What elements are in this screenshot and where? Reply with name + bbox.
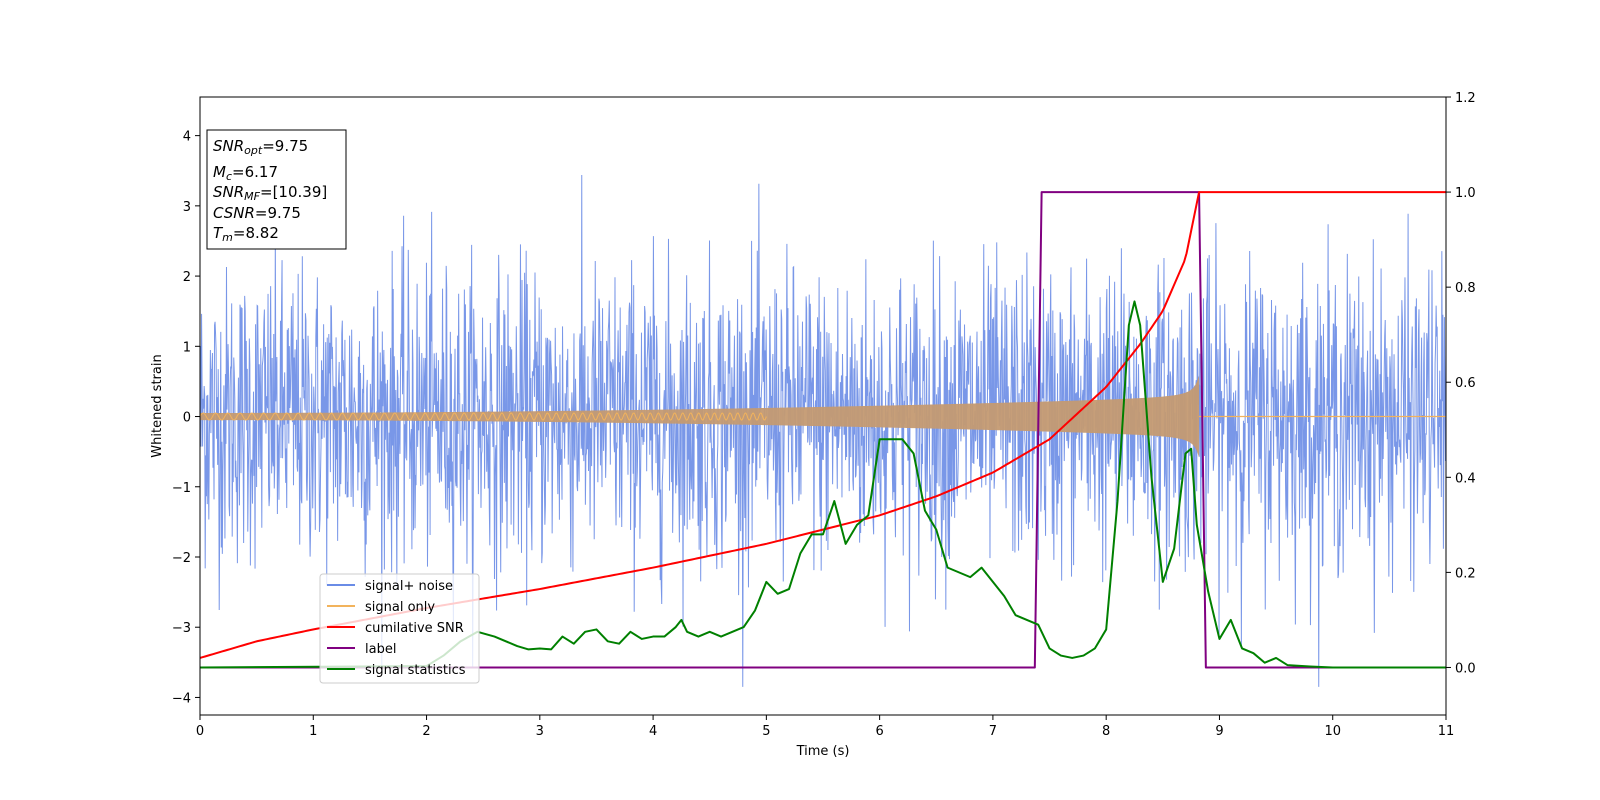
legend: signal+ noise signal only cumilative SNR… — [319, 573, 480, 684]
y2-tick-label: 0.6 — [1455, 376, 1476, 391]
x-tick-label: 9 — [1215, 724, 1223, 739]
y2-tick-label: 0.8 — [1455, 281, 1476, 296]
legend-frame — [319, 573, 480, 684]
label-line — [200, 191, 1446, 669]
x-tick-label: 5 — [762, 724, 770, 739]
info-box-frame — [206, 129, 347, 250]
info-csnr: CSNR=9.75 — [213, 204, 301, 222]
legend-label-cumulative-snr: cumilative SNR — [365, 621, 464, 636]
legend-label-signal-statistics: signal statistics — [365, 663, 466, 678]
x-tick-label: 3 — [536, 724, 544, 739]
y-tick-label: −2 — [172, 551, 191, 566]
y-tick-label: 1 — [183, 340, 191, 355]
x-tick-label: 8 — [1102, 724, 1110, 739]
y2-tick-label: 1.0 — [1455, 186, 1476, 201]
y-axis-label: Whitened strain — [150, 354, 165, 457]
x-tick-label: 0 — [196, 724, 204, 739]
signal-statistics-series — [200, 300, 1446, 669]
x-tick-label: 2 — [422, 724, 430, 739]
plot-frame — [199, 96, 1447, 716]
y-tick-label: −1 — [172, 481, 191, 496]
x-tick-label: 4 — [649, 724, 657, 739]
y-tick-label: −3 — [172, 621, 191, 636]
signal-statistics-line — [200, 300, 1446, 669]
info-mc: Mc=6.17 — [213, 163, 278, 183]
plot-area — [200, 175, 1446, 687]
info-box: SNRopt=9.75 Mc=6.17 SNRMF=[10.39] CSNR=9… — [206, 129, 347, 250]
y2-tick-label: 1.2 — [1455, 91, 1476, 106]
y-tick-label: −4 — [172, 691, 191, 706]
y2-tick-label: 0.0 — [1455, 661, 1476, 676]
signal-only-envelope — [200, 375, 1200, 458]
x-tick-label: 6 — [875, 724, 883, 739]
info-snr-opt: SNRopt=9.75 — [213, 137, 308, 157]
y2-tick-label: 0.4 — [1455, 471, 1476, 486]
x-tick-label: 1 — [309, 724, 317, 739]
legend-label-label: label — [365, 642, 396, 657]
legend-label-signal-noise: signal+ noise — [365, 579, 453, 594]
signal-only-series — [200, 375, 1446, 458]
info-snr-mf: SNRMF=[10.39] — [213, 183, 327, 203]
y-tick-label: 2 — [183, 270, 191, 285]
y-tick-label: 4 — [183, 130, 191, 145]
signal-only-line — [200, 412, 767, 421]
x-tick-label: 10 — [1324, 724, 1341, 739]
y-axis-ticks: 4 3 2 1 0 −1 −2 −3 −4 — [172, 130, 200, 706]
y-tick-label: 3 — [183, 200, 191, 215]
label-series — [200, 191, 1446, 669]
x-tick-label: 11 — [1438, 724, 1455, 739]
y2-axis-ticks: 1.2 1.0 0.8 0.6 0.4 0.2 0.0 — [1446, 91, 1476, 676]
x-axis-ticks: 0 1 2 3 4 5 6 7 8 9 10 11 — [196, 715, 1454, 739]
legend-label-signal-only: signal only — [365, 600, 435, 615]
y2-tick-label: 0.2 — [1455, 566, 1476, 581]
info-tm: Tm=8.82 — [213, 224, 279, 244]
x-tick-label: 7 — [989, 724, 997, 739]
x-axis-label: Time (s) — [796, 744, 850, 759]
y-tick-label: 0 — [183, 411, 191, 426]
